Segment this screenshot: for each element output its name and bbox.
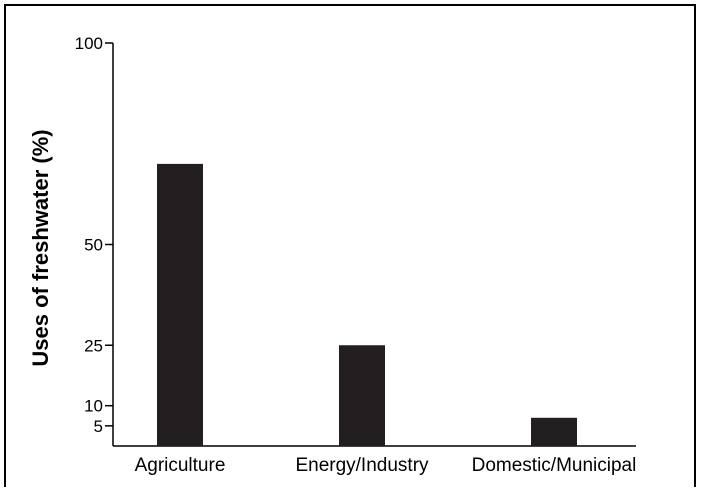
y-tick-label: 100 xyxy=(75,34,103,53)
y-axis-title: Uses of freshwater (%) xyxy=(28,129,53,366)
x-category-label: Domestic/Municipal xyxy=(472,455,637,476)
x-labels: Agriculture Energy/Industry Domestic/Munic… xyxy=(135,455,637,476)
y-ticks: 510 25 50 100 xyxy=(75,34,113,436)
y-tick-label: 25 xyxy=(84,336,103,355)
bar-domestic-municipal xyxy=(531,417,577,446)
bar-agriculture xyxy=(157,163,203,446)
bar-energy-industry xyxy=(339,345,385,446)
bars xyxy=(157,163,577,446)
y-tick-label: 50 xyxy=(84,236,103,255)
y-tick-label: 10 xyxy=(84,397,103,416)
x-category-label: Agriculture xyxy=(135,455,226,476)
x-category-label: Energy/Industry xyxy=(295,455,429,476)
y-tick-label: 5 xyxy=(94,417,103,436)
